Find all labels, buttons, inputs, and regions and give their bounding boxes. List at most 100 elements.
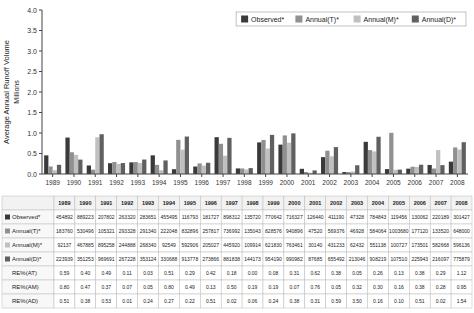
table-value: 225943 xyxy=(411,256,428,262)
table-cell xyxy=(242,238,263,252)
y-axis-unit: Millions xyxy=(13,80,20,104)
x-tick xyxy=(52,174,53,177)
table-cell xyxy=(96,266,117,280)
bar xyxy=(44,155,48,174)
y-tick-label: 1.0 xyxy=(27,130,37,137)
table-cell xyxy=(96,238,117,252)
table-cell xyxy=(200,280,221,294)
table-value: 411190 xyxy=(328,214,344,220)
table-header-cell xyxy=(54,196,75,210)
x-tick-label: 1989 xyxy=(45,179,60,186)
table-cell xyxy=(75,266,96,280)
table-cell xyxy=(54,210,75,224)
table-value: 0.80 xyxy=(164,284,174,290)
table-value: 0.27 xyxy=(164,298,174,304)
bar xyxy=(368,150,372,174)
table-value: 130062 xyxy=(411,214,428,220)
table-cell xyxy=(368,280,389,294)
bar xyxy=(240,168,244,174)
bar xyxy=(385,169,389,174)
x-tick xyxy=(329,174,330,177)
table-cell xyxy=(117,224,138,238)
bar xyxy=(185,137,189,174)
table-value: 0.07 xyxy=(122,284,132,290)
x-tick xyxy=(137,174,138,177)
table-value: 954190 xyxy=(265,256,282,262)
table-value: 135043 xyxy=(244,228,261,234)
table-cell xyxy=(200,252,221,266)
x-tick-label: 1999 xyxy=(258,179,273,186)
bar xyxy=(428,165,432,174)
table-cell xyxy=(54,266,75,280)
table-row-swatch xyxy=(5,257,10,262)
table-cell xyxy=(242,210,263,224)
table-cell xyxy=(409,224,430,238)
bar xyxy=(236,168,240,174)
table-cell xyxy=(200,224,221,238)
table-value: 569376 xyxy=(328,228,345,234)
table-cell xyxy=(284,280,305,294)
table-cell xyxy=(200,266,221,280)
x-tick xyxy=(308,174,309,177)
table-cell xyxy=(54,252,75,266)
table-cell xyxy=(2,196,54,210)
table-cell xyxy=(96,224,117,238)
table-cell xyxy=(138,266,159,280)
table-cell xyxy=(138,224,159,238)
table-header: 1991 xyxy=(100,200,112,206)
y-tick-label: 3.0 xyxy=(27,48,37,55)
bar xyxy=(219,144,223,174)
table-value: 0.11 xyxy=(122,270,132,276)
table-cell xyxy=(263,294,284,308)
table-row-label-cell xyxy=(2,266,54,280)
table-value: 770642 xyxy=(265,214,282,220)
table-cell xyxy=(242,224,263,238)
bar xyxy=(134,162,138,174)
table-value: 0.18 xyxy=(227,270,237,276)
table-value: 0.31 xyxy=(310,298,320,304)
y-tick-label: 0.5 xyxy=(27,150,37,157)
table-value: 0.07 xyxy=(289,284,299,290)
table-value: 330688 xyxy=(161,256,178,262)
table-value: 109914 xyxy=(244,242,261,248)
table-value: 0.38 xyxy=(289,298,299,304)
table-value: 173501 xyxy=(411,242,428,248)
table-value: 0.08 xyxy=(269,270,279,276)
table-value: 0.49 xyxy=(101,270,111,276)
bar xyxy=(321,157,325,174)
table-value: 222048 xyxy=(161,228,178,234)
table-value: 0.31 xyxy=(289,270,299,276)
legend-swatch xyxy=(354,16,361,23)
bar xyxy=(453,147,457,174)
table-cell xyxy=(368,252,389,266)
table-value: 1.12 xyxy=(457,270,467,276)
table-cell xyxy=(409,280,430,294)
table-cell xyxy=(263,266,284,280)
x-tick-label: 1996 xyxy=(195,179,210,186)
table-cell xyxy=(451,224,472,238)
table-cell xyxy=(263,224,284,238)
bar xyxy=(197,163,201,174)
table-value: 0.01 xyxy=(122,298,132,304)
table-cell xyxy=(451,294,472,308)
table-header: 2003 xyxy=(351,200,363,206)
table-cell xyxy=(159,266,180,280)
x-tick-label: 2007 xyxy=(429,179,444,186)
table-header-cell xyxy=(242,196,263,210)
bar xyxy=(278,145,282,174)
table-value: 1003680 xyxy=(389,228,409,234)
table-value: 990982 xyxy=(286,256,303,262)
table-cell xyxy=(284,210,305,224)
table-row-label: Observed* xyxy=(12,214,41,220)
table-value: 216097 xyxy=(432,256,449,262)
bar xyxy=(155,165,159,174)
table-header: 2005 xyxy=(393,200,405,206)
table-value: 763461 xyxy=(286,242,303,248)
x-tick-label: 2006 xyxy=(408,179,423,186)
table-value: 648000 xyxy=(453,228,470,234)
table-cell xyxy=(200,210,221,224)
table-cell xyxy=(451,266,472,280)
bar xyxy=(389,133,393,174)
table-cell xyxy=(409,266,430,280)
legend-label: Observed* xyxy=(251,16,284,23)
